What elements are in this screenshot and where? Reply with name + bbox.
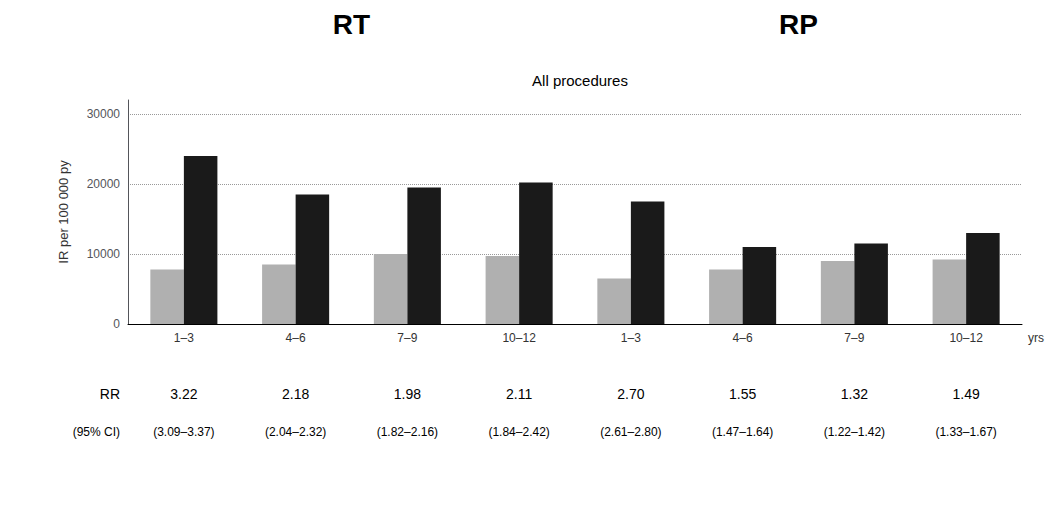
svg-text:(1.47–1.64): (1.47–1.64)	[712, 425, 773, 439]
svg-text:1.98: 1.98	[394, 386, 421, 402]
svg-text:1.49: 1.49	[953, 386, 980, 402]
svg-text:yrs: yrs	[1028, 331, 1044, 345]
svg-text:(2.04–2.32): (2.04–2.32)	[265, 425, 326, 439]
svg-text:2.11: 2.11	[506, 386, 532, 402]
svg-text:10000: 10000	[87, 247, 121, 261]
svg-text:10–12: 10–12	[949, 331, 983, 345]
svg-text:RR: RR	[100, 386, 120, 402]
svg-text:7–9: 7–9	[397, 331, 417, 345]
svg-text:30000: 30000	[87, 107, 121, 121]
svg-text:(1.82–2.16): (1.82–2.16)	[377, 425, 438, 439]
svg-text:7–9: 7–9	[844, 331, 864, 345]
svg-text:(2.61–2.80): (2.61–2.80)	[600, 425, 661, 439]
svg-text:3.22: 3.22	[170, 386, 197, 402]
svg-text:(1.22–1.42): (1.22–1.42)	[824, 425, 885, 439]
svg-text:1–3: 1–3	[621, 331, 641, 345]
svg-text:4–6: 4–6	[733, 331, 753, 345]
svg-text:IR per 100 000 py: IR per 100 000 py	[56, 160, 71, 264]
svg-text:All procedures: All procedures	[532, 72, 628, 89]
svg-text:4–6: 4–6	[286, 331, 306, 345]
svg-text:(1.33–1.67): (1.33–1.67)	[935, 425, 996, 439]
svg-text:(3.09–3.37): (3.09–3.37)	[153, 425, 214, 439]
svg-text:RP: RP	[779, 9, 818, 40]
svg-text:RT: RT	[333, 9, 370, 40]
svg-text:1.32: 1.32	[841, 386, 868, 402]
svg-text:2.18: 2.18	[282, 386, 309, 402]
svg-text:0: 0	[113, 317, 120, 331]
svg-text:(95% CI): (95% CI)	[73, 425, 120, 439]
svg-text:20000: 20000	[87, 177, 121, 191]
svg-text:1.55: 1.55	[729, 386, 756, 402]
svg-text:2.70: 2.70	[617, 386, 644, 402]
svg-text:1–3: 1–3	[174, 331, 194, 345]
svg-text:10–12: 10–12	[502, 331, 536, 345]
svg-text:(1.84–2.42): (1.84–2.42)	[488, 425, 549, 439]
